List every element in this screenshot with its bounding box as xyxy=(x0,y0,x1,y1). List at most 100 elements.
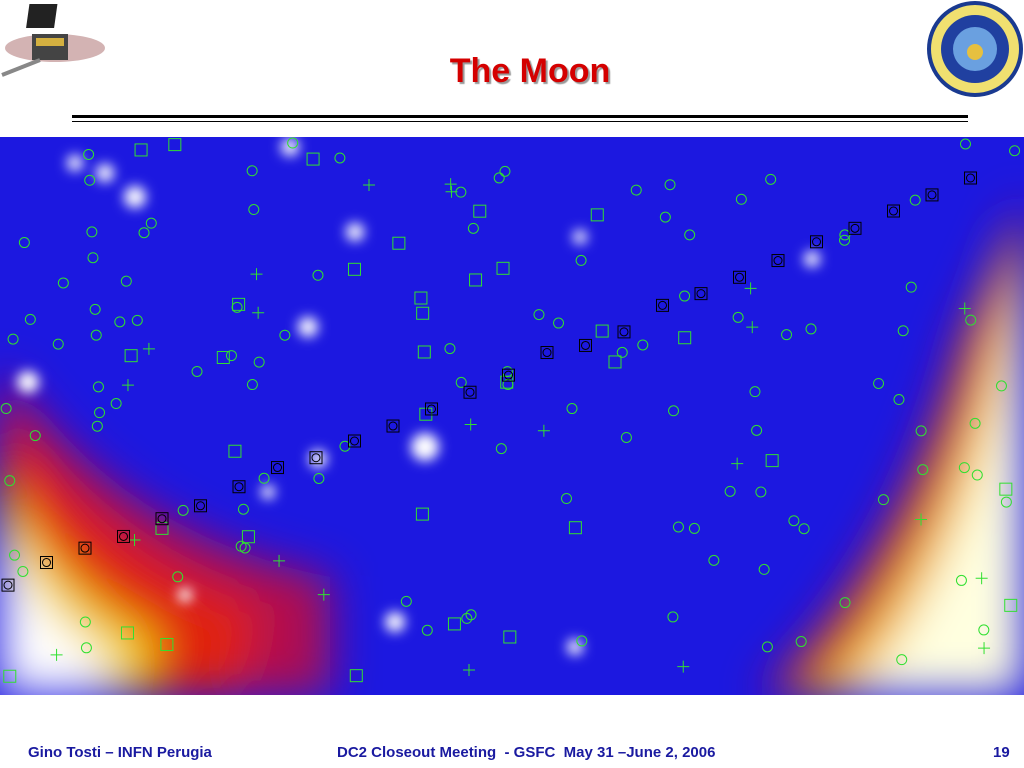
source-cross xyxy=(537,424,550,437)
source-circle xyxy=(905,281,917,293)
moon-path-circle xyxy=(273,463,282,473)
source-circle xyxy=(749,386,761,398)
source-circle xyxy=(495,443,507,455)
source-square xyxy=(447,617,461,631)
moon-path-square xyxy=(617,325,631,339)
source-circle xyxy=(287,137,299,149)
moon-path-square xyxy=(925,188,939,202)
source-cross xyxy=(142,342,155,355)
source-circle xyxy=(237,503,249,515)
source-circle xyxy=(896,654,908,666)
moon-path-square xyxy=(309,451,323,465)
moon-path-circle xyxy=(812,237,821,247)
source-circle xyxy=(839,229,851,241)
moon-path-circle xyxy=(850,223,860,233)
moon-path-circle xyxy=(542,348,552,358)
source-circle xyxy=(995,380,1007,392)
source-circle xyxy=(659,211,671,223)
source-circle xyxy=(0,403,12,415)
source-circle xyxy=(805,323,817,335)
slide-title: The Moon xyxy=(449,52,611,90)
source-square xyxy=(496,261,510,275)
source-cross xyxy=(128,534,141,547)
source-circle xyxy=(969,417,981,429)
source-circle xyxy=(971,469,983,481)
source-circle xyxy=(788,515,800,527)
source-circle xyxy=(1000,496,1012,508)
source-circle xyxy=(79,616,91,628)
source-cross xyxy=(463,664,476,677)
source-circle xyxy=(4,475,16,487)
source-cross xyxy=(744,282,757,295)
source-circle xyxy=(235,540,247,552)
source-circle xyxy=(620,431,632,443)
moon-path-circle xyxy=(311,453,321,463)
source-circle xyxy=(893,394,905,406)
source-circle xyxy=(231,301,243,313)
moon-path-circle xyxy=(465,387,475,397)
source-cross xyxy=(978,642,991,655)
moon-path-circle xyxy=(234,482,244,492)
source-cross xyxy=(677,660,690,673)
source-circle xyxy=(313,472,325,484)
moon-path-circle xyxy=(889,206,898,216)
source-circle xyxy=(965,314,977,326)
source-circle xyxy=(339,440,351,452)
moon-path-square xyxy=(733,270,746,284)
source-circle xyxy=(679,290,691,302)
source-square xyxy=(216,350,230,364)
source-square xyxy=(349,669,363,683)
source-circle xyxy=(755,486,767,498)
source-cross xyxy=(273,554,286,567)
source-circle xyxy=(758,563,770,575)
source-circle xyxy=(637,339,649,351)
source-circle xyxy=(131,314,143,326)
rule xyxy=(72,115,968,118)
moon-path-circle xyxy=(735,272,744,282)
source-square xyxy=(417,345,431,359)
source-circle xyxy=(672,521,684,533)
source-circle xyxy=(467,222,479,234)
source-cross xyxy=(746,321,759,334)
moon-count-map xyxy=(0,137,1024,695)
source-circle xyxy=(191,365,203,377)
source-square xyxy=(765,454,779,468)
source-circle xyxy=(684,229,696,241)
footer-author: Gino Tosti – INFN Perugia xyxy=(28,744,212,761)
source-circle xyxy=(732,311,744,323)
source-circle xyxy=(172,571,184,583)
source-circle xyxy=(668,405,680,417)
dc2-logo xyxy=(927,1,1023,97)
source-square xyxy=(473,204,487,218)
source-circle xyxy=(87,252,99,264)
source-cross xyxy=(252,306,265,319)
source-circle xyxy=(18,237,30,249)
moon-path-square xyxy=(848,221,862,235)
source-circle xyxy=(724,485,736,497)
source-circle xyxy=(89,303,101,315)
moon-path-square xyxy=(579,338,592,352)
source-circle xyxy=(94,407,106,419)
source-circle xyxy=(616,346,628,358)
source-circle xyxy=(91,420,103,432)
source-square xyxy=(568,521,582,535)
source-circle xyxy=(839,234,851,246)
source-square xyxy=(134,143,148,157)
moon-path-square xyxy=(964,171,977,185)
source-circle xyxy=(138,227,150,239)
moon-path-circle xyxy=(42,558,51,568)
source-circle xyxy=(533,309,545,321)
source-circle xyxy=(455,376,467,388)
moon-path-circle xyxy=(619,327,629,337)
source-circle xyxy=(17,565,29,577)
moon-path-circle xyxy=(427,404,436,414)
moon-path-square xyxy=(887,204,900,218)
source-circle xyxy=(978,624,990,636)
source-circle xyxy=(566,403,578,415)
moon-path-square xyxy=(463,385,477,399)
moon-path-square xyxy=(694,287,708,301)
source-circle xyxy=(246,379,258,391)
moon-path-square xyxy=(194,499,207,513)
source-cross xyxy=(975,572,988,585)
source-circle xyxy=(114,316,126,328)
